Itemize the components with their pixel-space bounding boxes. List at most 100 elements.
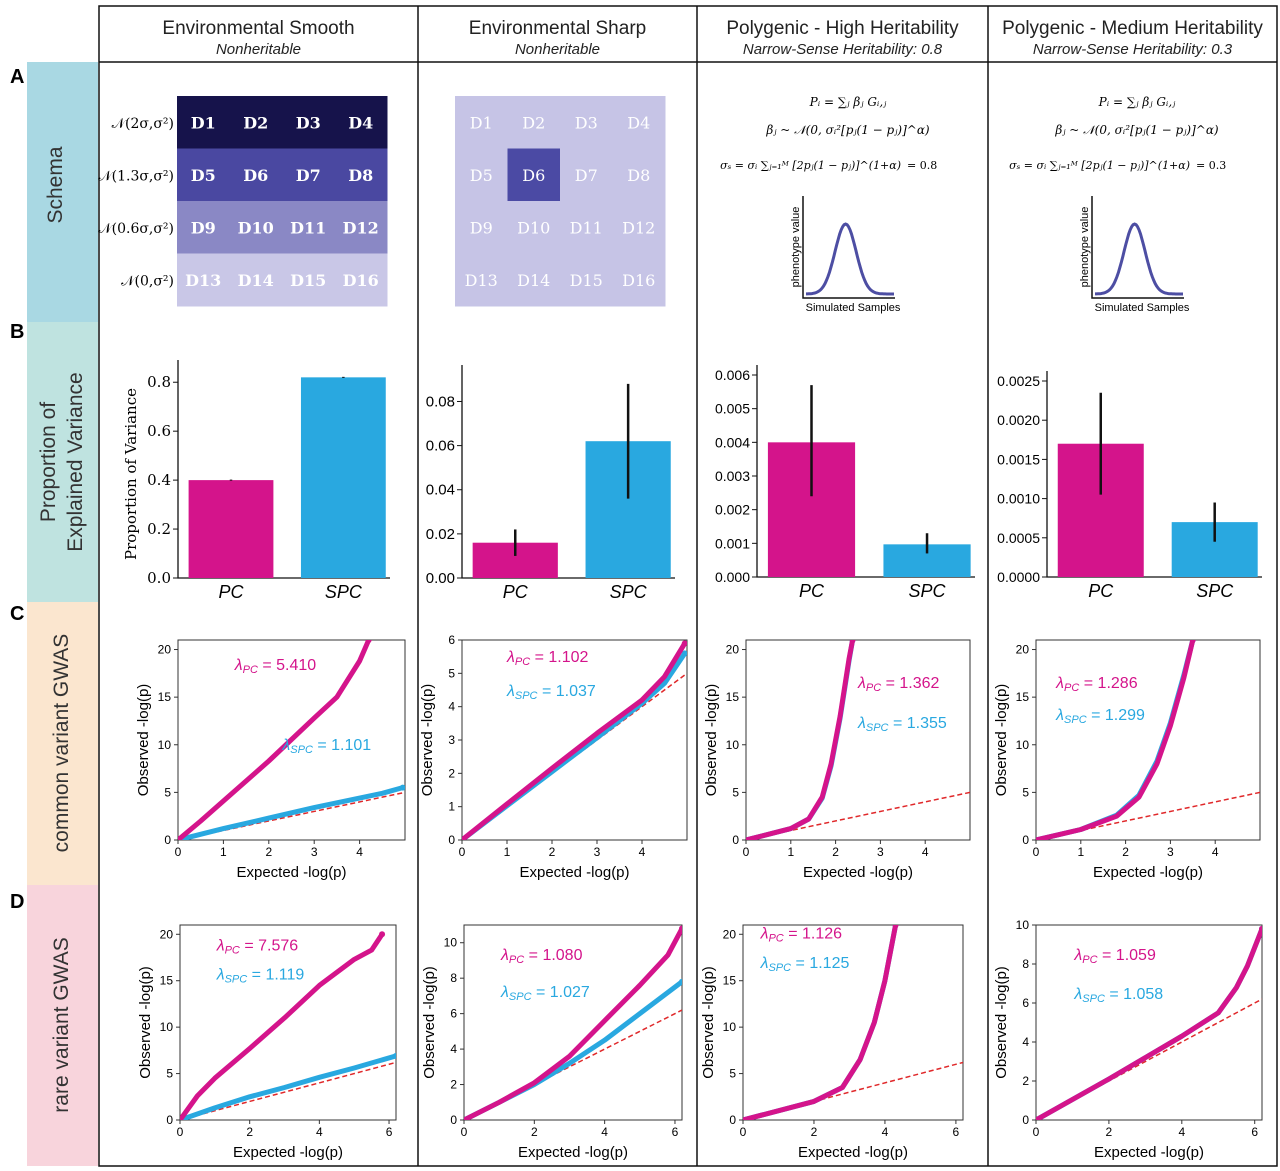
x-tick-label: 1	[504, 845, 511, 859]
chart-d3: 0 2 4 6 0 5 10 15 20 Expected -log(p) Observed -lo…	[700, 924, 964, 1161]
qq-series-spc	[180, 1053, 396, 1120]
phenotype-curve	[1095, 222, 1183, 296]
y-tick-label: 0	[164, 833, 171, 847]
schema-cell-label: D13	[465, 271, 498, 290]
row-label-bg	[27, 885, 98, 1166]
y-tick-label: 0.2	[147, 520, 171, 538]
lambda-value: 5.410	[276, 657, 316, 674]
lambda-value: 1.125	[809, 955, 849, 972]
schema-cell	[334, 96, 388, 149]
plot-area	[463, 924, 683, 1121]
schema-row-distribution: 𝒩(2σ,σ²)	[112, 116, 174, 132]
lambda-label-spc: λSPC = 1.037	[506, 683, 596, 702]
lambda-equals: =	[240, 937, 258, 954]
formula-line: σₛ = σᵢ ∑ⱼ₌₁ᴹ [2pⱼ(1 − pⱼ)]^(1+α)	[720, 159, 901, 172]
schema-cell-label: D9	[191, 218, 216, 237]
x-tick-label: 6	[386, 1125, 393, 1139]
x-tick-label: 4	[882, 1125, 889, 1139]
y-tick-label: 10	[1016, 918, 1030, 932]
lambda-symbol: λ	[760, 926, 769, 943]
lambda-symbol: λ	[281, 737, 290, 754]
x-axis-label: Expected -log(p)	[519, 864, 629, 881]
plot-area	[1035, 639, 1261, 841]
y-tick-label: 20	[1016, 643, 1030, 657]
schema-row-distribution: 𝒩(0,σ²)	[121, 274, 174, 290]
schema-cell-label: D14	[517, 271, 550, 290]
y-tick-label: 20	[723, 927, 737, 941]
lambda-subscript: PC	[243, 664, 258, 676]
formula-line: Pᵢ = ∑ⱼ βⱼ Gᵢ,ⱼ	[1098, 95, 1176, 109]
chart-c4: 0 1 2 3 4 0 5 10 15 20 Expected -log(p) Observed -l…	[993, 639, 1261, 881]
qq-point	[892, 925, 899, 928]
lambda-equals: =	[538, 683, 556, 700]
y-tick-label: 5	[448, 666, 455, 680]
y-axis-label: Observed -log(p)	[703, 684, 720, 797]
y-tick-label: 10	[1016, 738, 1030, 752]
lambda-subscript: PC	[768, 933, 783, 945]
lambda-symbol: λ	[216, 967, 225, 984]
lambda-equals: =	[258, 657, 276, 674]
x-tick-label: 0	[459, 845, 466, 859]
qq-series-pc	[178, 640, 371, 840]
lambda-value: 1.102	[548, 649, 588, 666]
lambda-label-pc: λPC = 1.059	[1073, 947, 1156, 966]
schema-cell-label: D10	[238, 218, 274, 237]
schema-cell	[612, 201, 666, 254]
lambda-symbol: λ	[857, 715, 866, 732]
y-tick-label: 5	[164, 785, 171, 799]
schema-cell	[177, 253, 230, 307]
lambda-symbol: λ	[1055, 675, 1064, 692]
lambda-symbol: λ	[234, 657, 243, 674]
x-tick-label: 4	[601, 1125, 608, 1139]
column-title: Polygenic - High Heritability	[726, 18, 959, 39]
y-axis-label: Observed -log(p)	[700, 966, 717, 1079]
schema-cell	[507, 148, 561, 202]
lambda-symbol: λ	[216, 937, 225, 954]
y-tick-label: 10	[158, 738, 172, 752]
x-tick-label: 3	[311, 845, 318, 859]
qq-point	[681, 640, 687, 647]
curve-xlabel: Simulated Samples	[806, 302, 901, 314]
curve-axes	[802, 196, 895, 299]
qq-series-pc	[464, 927, 682, 1120]
column-subtitle: Narrow-Sense Heritability: 0.8	[743, 41, 943, 58]
y-tick-label: 0.0015	[997, 451, 1040, 467]
lambda-value: 1.059	[1116, 947, 1156, 964]
y-tick-label: 0.6	[147, 422, 171, 440]
y-tick-label: 1	[448, 800, 455, 814]
schema-cell-label: D5	[470, 166, 493, 185]
curve-axes	[1091, 196, 1184, 299]
lambda-value: 1.126	[802, 926, 842, 943]
chart-c1: 0 1 2 3 4 0 5 10 15 20 Expected -log(p) Observed -l…	[135, 639, 406, 881]
lambda-equals: =	[1098, 947, 1116, 964]
schema-cell	[455, 253, 508, 307]
y-tick-label: 0.0025	[997, 373, 1040, 389]
schema-cell-label: D4	[348, 113, 373, 132]
y-tick-label: 0.06	[426, 438, 455, 455]
y-tick-label: 0.005	[715, 401, 750, 417]
y-tick-label: 0.4	[147, 471, 171, 489]
schema-cell	[612, 253, 666, 307]
column-subtitle: Nonheritable	[216, 41, 301, 58]
schema-cell-label: D5	[191, 166, 216, 185]
x-tick-label: 4	[639, 845, 646, 859]
lambda-label-pc: λPC = 7.576	[216, 937, 299, 956]
schema-cell-label: D1	[191, 113, 216, 132]
qq-series-pc	[746, 640, 856, 840]
lambda-subscript: PC	[1082, 954, 1097, 966]
x-axis-label: Expected -log(p)	[803, 864, 913, 881]
lambda-subscript: PC	[509, 954, 524, 966]
y-axis-label: Observed -log(p)	[419, 684, 436, 797]
row-label-rare-gwas: rare variant GWAS	[50, 937, 73, 1112]
y-tick-label: 20	[158, 643, 172, 657]
y-tick-label: 0.00	[426, 570, 455, 587]
y-tick-label: 3	[448, 733, 455, 747]
lambda-value: 1.037	[556, 683, 596, 700]
y-axis-label: Observed -log(p)	[137, 966, 154, 1079]
x-tick-label: 3	[594, 845, 601, 859]
qq-series-pc	[743, 925, 899, 1120]
lambda-value: 7.576	[258, 937, 298, 954]
y-axis-label: Observed -log(p)	[421, 966, 438, 1079]
x-tick-label: SPC	[909, 581, 947, 601]
lambda-subscript: PC	[225, 944, 240, 956]
